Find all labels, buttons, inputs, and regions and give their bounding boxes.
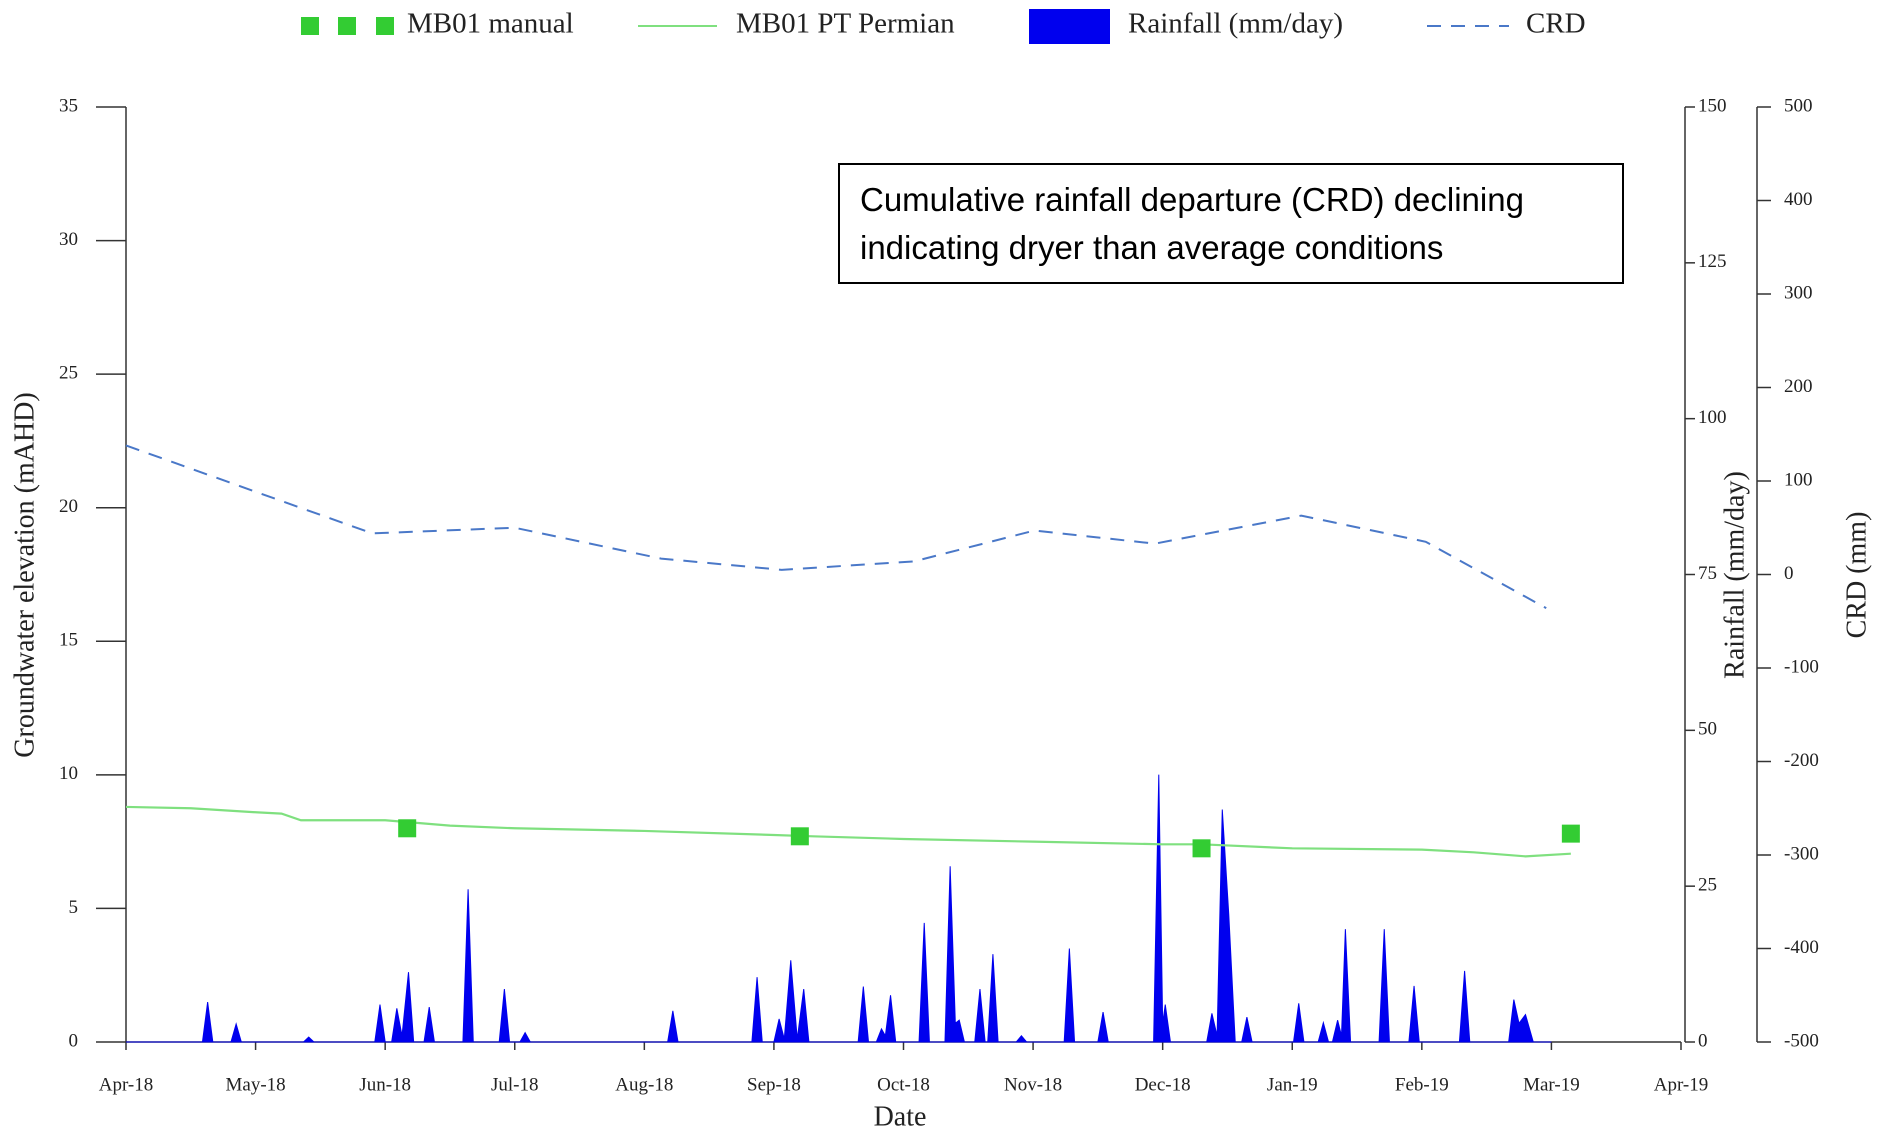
y3-tick-label: 500 xyxy=(1784,95,1813,116)
y-tick-label: 35 xyxy=(59,95,78,116)
x-tick-label: Nov-18 xyxy=(1004,1074,1062,1095)
annotation-line: Cumulative rainfall departure (CRD) decl… xyxy=(860,181,1524,218)
x-axis-title: Date xyxy=(874,1101,927,1132)
y2-tick-label: 25 xyxy=(1698,875,1717,896)
legend-label: Rainfall (mm/day) xyxy=(1128,8,1343,40)
crd-line xyxy=(125,444,1547,610)
y-tick-label: 20 xyxy=(59,496,78,517)
y-tick-label: 5 xyxy=(69,897,79,918)
legend-swatch xyxy=(376,17,394,35)
manual-marker xyxy=(1561,824,1580,843)
x-tick-label: Apr-18 xyxy=(99,1074,154,1095)
x-tick-label: May-18 xyxy=(226,1074,286,1095)
y3-tick-label: -400 xyxy=(1784,937,1819,958)
y2-tick-label: 125 xyxy=(1698,251,1727,272)
x-tick-label: Oct-18 xyxy=(877,1074,930,1095)
y3-tick-label: 100 xyxy=(1784,469,1813,490)
y2-tick-label: 100 xyxy=(1698,407,1727,428)
y3-tick-label: -300 xyxy=(1784,843,1819,864)
x-tick-label: Apr-19 xyxy=(1654,1074,1709,1095)
y2-axis-title: Rainfall (mm/day) xyxy=(1719,471,1750,679)
manual-marker xyxy=(1192,839,1211,858)
y-tick-label: 25 xyxy=(59,363,78,384)
annotation-line: indicating dryer than average conditions xyxy=(860,229,1443,266)
y3-axis-title: CRD (mm) xyxy=(1841,512,1872,639)
y3-tick-label: -100 xyxy=(1784,656,1819,677)
y2-tick-label: 50 xyxy=(1698,719,1717,740)
y-axis-title: Groundwater elevation (mAHD) xyxy=(9,392,40,757)
legend-label: MB01 manual xyxy=(407,8,574,40)
rainfall-area xyxy=(126,774,1552,1043)
x-tick-label: Dec-18 xyxy=(1135,1074,1191,1095)
y-tick-label: 15 xyxy=(59,630,78,651)
manual-marker xyxy=(790,827,809,846)
x-tick-label: Sep-18 xyxy=(747,1074,801,1095)
legend-label: MB01 PT Permian xyxy=(736,8,955,40)
pt-line xyxy=(125,805,1571,858)
y3-tick-label: 300 xyxy=(1784,282,1813,303)
y2-tick-label: 0 xyxy=(1698,1030,1708,1051)
y2-tick-label: 75 xyxy=(1698,563,1717,584)
x-tick-label: Jul-18 xyxy=(491,1074,539,1095)
x-tick-label: Mar-19 xyxy=(1523,1074,1580,1095)
y-tick-label: 30 xyxy=(59,229,78,250)
annotation-box xyxy=(838,163,1624,284)
y3-tick-label: -200 xyxy=(1784,750,1819,771)
y-tick-label: 10 xyxy=(59,763,78,784)
x-tick-label: Jan-19 xyxy=(1267,1074,1318,1095)
legend-swatch xyxy=(1029,9,1110,44)
y3-tick-label: 200 xyxy=(1784,376,1813,397)
y-tick-label: 0 xyxy=(69,1030,79,1051)
x-tick-label: Feb-19 xyxy=(1395,1074,1449,1095)
legend-label: CRD xyxy=(1526,8,1586,40)
y3-tick-label: 0 xyxy=(1784,563,1794,584)
legend-swatch xyxy=(338,17,356,35)
y2-tick-label: 150 xyxy=(1698,95,1727,116)
legend-swatch xyxy=(301,17,319,35)
manual-marker xyxy=(398,819,417,838)
x-tick-label: Aug-18 xyxy=(615,1074,673,1095)
x-tick-label: Jun-18 xyxy=(359,1074,411,1095)
y3-tick-label: 400 xyxy=(1784,189,1813,210)
y3-tick-label: -500 xyxy=(1784,1030,1819,1051)
